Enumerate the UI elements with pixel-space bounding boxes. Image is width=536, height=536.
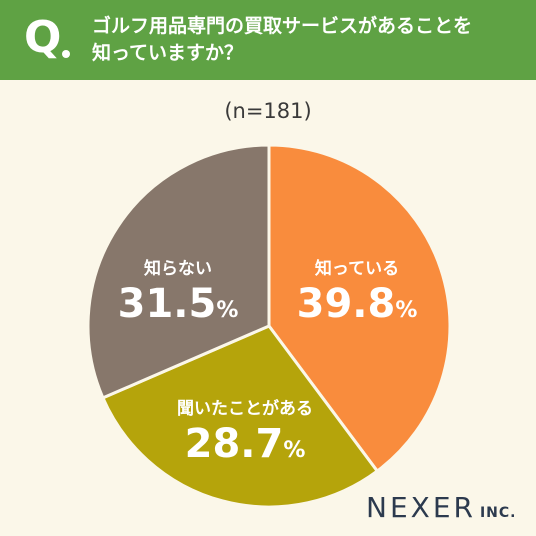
slice-label-dont-know: 知らない 31.5% (78, 258, 278, 335)
q-dot-icon (62, 50, 70, 58)
slice-label-heard: 聞いたことがある 28.7% (145, 398, 345, 475)
pie-slice-dont-know (86, 143, 271, 400)
slice-name-know: 知っている (314, 259, 400, 279)
question-text: ゴルフ用品専門の買取サービスがあることを 知っていますか？ (92, 13, 512, 67)
slice-name-dont-know: 知らない (144, 259, 212, 279)
question-line-1: ゴルフ用品専門の買取サービスがあることを (92, 15, 473, 37)
pie-slice-know (267, 143, 452, 473)
pie-slice-heard (101, 324, 379, 509)
q-label: Q (24, 12, 62, 63)
slice-value-know: 39.8% (296, 281, 418, 327)
slice-label-know: 知っている 39.8% (257, 258, 457, 335)
question-line-2: 知っていますか？ (92, 42, 244, 64)
sample-size: (n=181) (224, 99, 312, 123)
nexer-logo: NEXER INC. (366, 491, 517, 530)
slice-value-heard: 28.7% (184, 421, 306, 467)
slice-value-dont-know: 31.5% (117, 281, 239, 327)
question-header: Q ゴルフ用品専門の買取サービスがあることを 知っていますか？ (0, 0, 536, 80)
logo-main: NEXER (366, 491, 476, 524)
logo-suffix: INC. (479, 505, 517, 521)
slice-name-heard: 聞いたことがある (177, 399, 313, 419)
